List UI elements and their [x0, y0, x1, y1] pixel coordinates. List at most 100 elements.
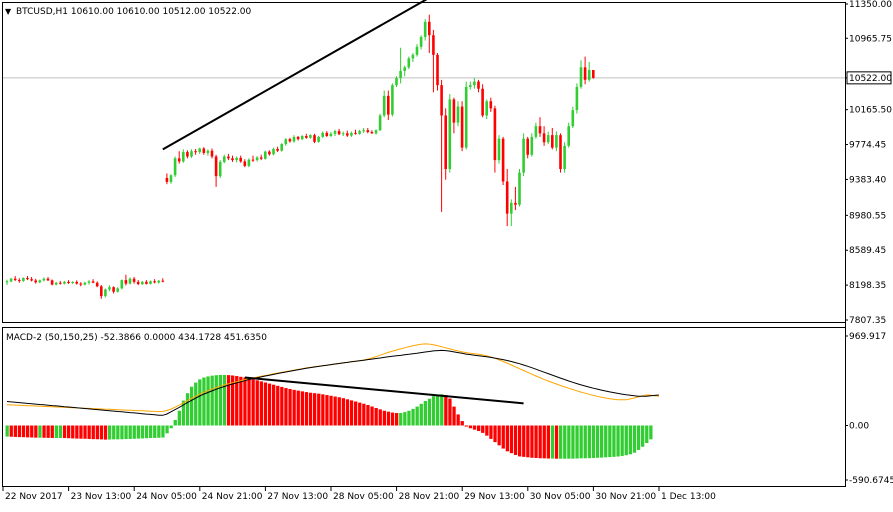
- candle-body: [563, 145, 566, 170]
- macd-histogram-bar: [177, 410, 181, 426]
- candle-body: [141, 281, 144, 285]
- macd-histogram-bar: [436, 394, 440, 426]
- macd-histogram-bar: [62, 425, 67, 439]
- macd-histogram-bar: [153, 425, 157, 438]
- macd-lines-group: [6, 343, 659, 416]
- candle-body: [460, 106, 464, 148]
- candle-body: [497, 138, 501, 161]
- price-axis-label: 8198.35: [849, 281, 886, 291]
- candle-body: [247, 159, 251, 166]
- candle-body: [350, 132, 353, 136]
- macd-histogram-bar: [546, 425, 550, 459]
- macd-histogram-bar: [550, 425, 555, 459]
- macd-histogram-bar: [341, 398, 345, 426]
- macd-histogram-bar: [38, 425, 42, 438]
- macd-histogram-bar: [604, 425, 608, 458]
- candle-body: [210, 150, 214, 157]
- candle-body: [313, 135, 316, 142]
- candle-body: [280, 144, 283, 151]
- macd-histogram-bar: [321, 394, 325, 426]
- macd-histogram-bar: [218, 374, 222, 426]
- macd-histogram-bar: [235, 376, 239, 426]
- macd-histogram-bar: [489, 425, 493, 439]
- macd-histogram-bar: [423, 401, 427, 426]
- candle-body: [173, 158, 177, 176]
- macd-histogram-bar: [46, 425, 50, 438]
- candle-body: [415, 46, 419, 55]
- macd-histogram-bar: [194, 382, 198, 426]
- candle-body: [190, 151, 193, 157]
- candle-body: [169, 175, 173, 182]
- macd-histogram-bar: [247, 378, 251, 426]
- candle-body: [530, 136, 534, 155]
- candle-body: [587, 70, 591, 80]
- candle-body: [194, 151, 197, 153]
- macd-histogram-bar: [30, 425, 34, 438]
- candle-body: [473, 81, 476, 86]
- candle-body: [198, 148, 201, 153]
- candle-body: [30, 279, 33, 281]
- macd-histogram-bar: [120, 425, 124, 440]
- price-axis-label: 8980.55: [849, 211, 886, 221]
- macd-histogram-bar: [34, 425, 38, 438]
- time-axis-label: 28 Nov 21:00: [399, 492, 460, 502]
- macd-histogram-bar: [210, 375, 214, 426]
- macd-histogram-bar: [431, 396, 436, 426]
- macd-histogram-bar: [284, 388, 288, 426]
- candle-body: [120, 280, 124, 289]
- candle-body: [407, 58, 411, 68]
- macd-histogram-bar: [173, 419, 177, 426]
- candle-body: [124, 280, 128, 284]
- macd-histogram-bar: [456, 414, 460, 426]
- candle-body: [583, 67, 587, 80]
- macd-histogram-bar: [649, 425, 653, 440]
- candle-body: [243, 161, 247, 166]
- candle-body: [444, 115, 447, 170]
- candle-body: [112, 287, 115, 292]
- macd-histogram-bar: [407, 410, 411, 426]
- candle-body: [264, 151, 267, 159]
- macd-histogram-bar: [13, 425, 17, 437]
- candle-body: [145, 281, 148, 284]
- time-axis-label: 29 Nov 13:00: [464, 492, 525, 502]
- candle-body: [153, 281, 156, 283]
- macd-histogram-bar: [563, 425, 567, 459]
- current-price-tag: [846, 71, 892, 85]
- candle-body: [46, 278, 50, 281]
- macd-histogram-bar: [571, 425, 575, 459]
- candles-group: [5, 14, 595, 299]
- macd-histogram-bar: [427, 398, 432, 426]
- macd-histogram-bar: [17, 425, 22, 438]
- macd-histogram-bar: [440, 394, 444, 426]
- macd-histogram-bar: [452, 406, 456, 426]
- candle-body: [157, 280, 160, 283]
- candle-body: [395, 78, 398, 86]
- candle-body: [567, 126, 570, 146]
- header-arrow[interactable]: ▼: [5, 7, 12, 16]
- macd-histogram-bar: [276, 385, 280, 426]
- macd-histogram-bar: [272, 384, 276, 426]
- candle-body: [136, 281, 140, 285]
- macd-histogram-bar: [624, 425, 628, 456]
- macd-histogram-bar: [501, 425, 505, 449]
- candle-body: [464, 86, 468, 148]
- candle-body: [325, 132, 329, 137]
- macd-histogram-bar: [374, 407, 378, 426]
- macd-histogram-bar: [559, 425, 563, 459]
- macd-histogram-bar: [255, 380, 259, 426]
- macd-histogram-bar: [645, 425, 649, 444]
- candle-body: [382, 95, 386, 116]
- macd-histogram-bar: [83, 425, 87, 439]
- macd-histogram-bar: [243, 377, 247, 426]
- macd-histogram-bar: [444, 395, 448, 426]
- candle-body: [54, 282, 58, 285]
- macd-histogram-bar: [267, 383, 272, 426]
- price-axis-label: 9774.45: [849, 141, 886, 151]
- candle-body: [59, 282, 62, 284]
- macd-histogram-bar: [464, 425, 468, 427]
- candle-body: [428, 21, 431, 36]
- candle-body: [542, 133, 546, 143]
- candle-body: [354, 132, 357, 134]
